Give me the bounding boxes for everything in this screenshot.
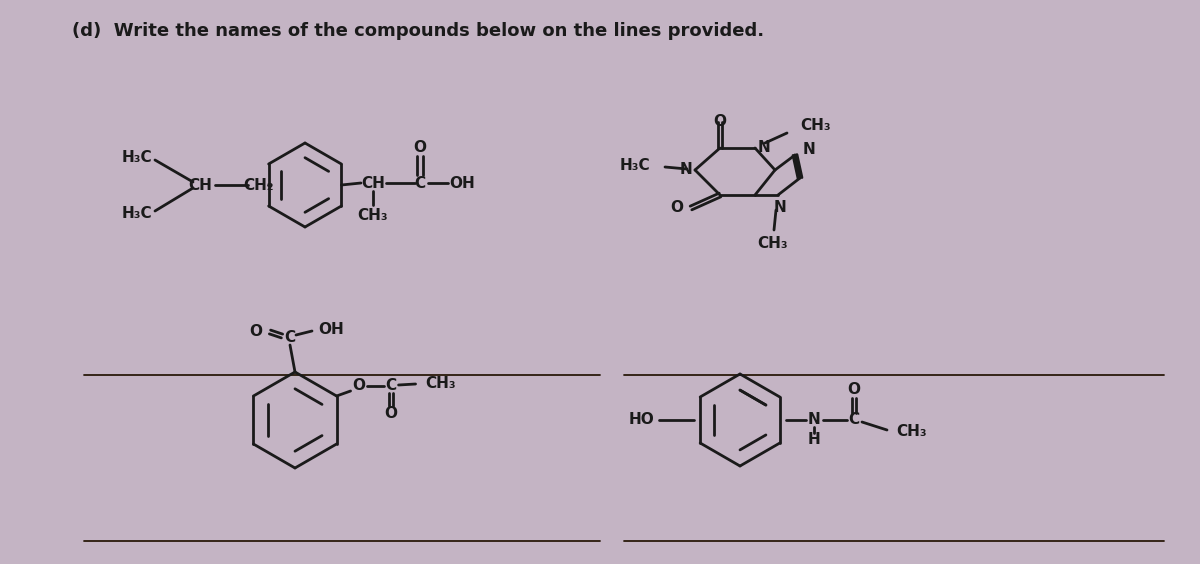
- Text: O: O: [250, 324, 262, 340]
- Text: H₃C: H₃C: [619, 157, 650, 173]
- Text: CH₃: CH₃: [358, 209, 389, 223]
- Text: OH: OH: [449, 175, 475, 191]
- Text: N: N: [808, 412, 821, 428]
- Text: N: N: [774, 200, 786, 215]
- Text: O: O: [847, 382, 860, 398]
- Text: HO: HO: [629, 412, 654, 428]
- Text: CH₃: CH₃: [896, 425, 926, 439]
- Text: CH₃: CH₃: [800, 118, 830, 134]
- Text: CH₂: CH₂: [242, 178, 274, 192]
- Text: H: H: [808, 433, 821, 447]
- Text: CH₃: CH₃: [757, 236, 788, 250]
- Text: O: O: [414, 140, 426, 156]
- Text: C: C: [385, 378, 396, 394]
- Text: C: C: [284, 329, 295, 345]
- Text: O: O: [384, 407, 397, 421]
- Text: (d)  Write the names of the compounds below on the lines provided.: (d) Write the names of the compounds bel…: [72, 22, 764, 40]
- Text: N: N: [679, 162, 692, 178]
- Text: O: O: [714, 114, 726, 130]
- Text: OH: OH: [318, 321, 343, 337]
- Text: C: C: [848, 412, 859, 428]
- Text: CH: CH: [188, 178, 212, 192]
- Text: O: O: [670, 200, 683, 215]
- Text: CH₃: CH₃: [426, 376, 456, 390]
- Text: H₃C: H₃C: [121, 205, 152, 221]
- Text: O: O: [352, 378, 365, 394]
- Text: C: C: [414, 175, 426, 191]
- Text: CH: CH: [361, 175, 385, 191]
- Text: N: N: [758, 140, 770, 156]
- Text: N: N: [803, 143, 816, 157]
- Text: H₃C: H₃C: [121, 151, 152, 165]
